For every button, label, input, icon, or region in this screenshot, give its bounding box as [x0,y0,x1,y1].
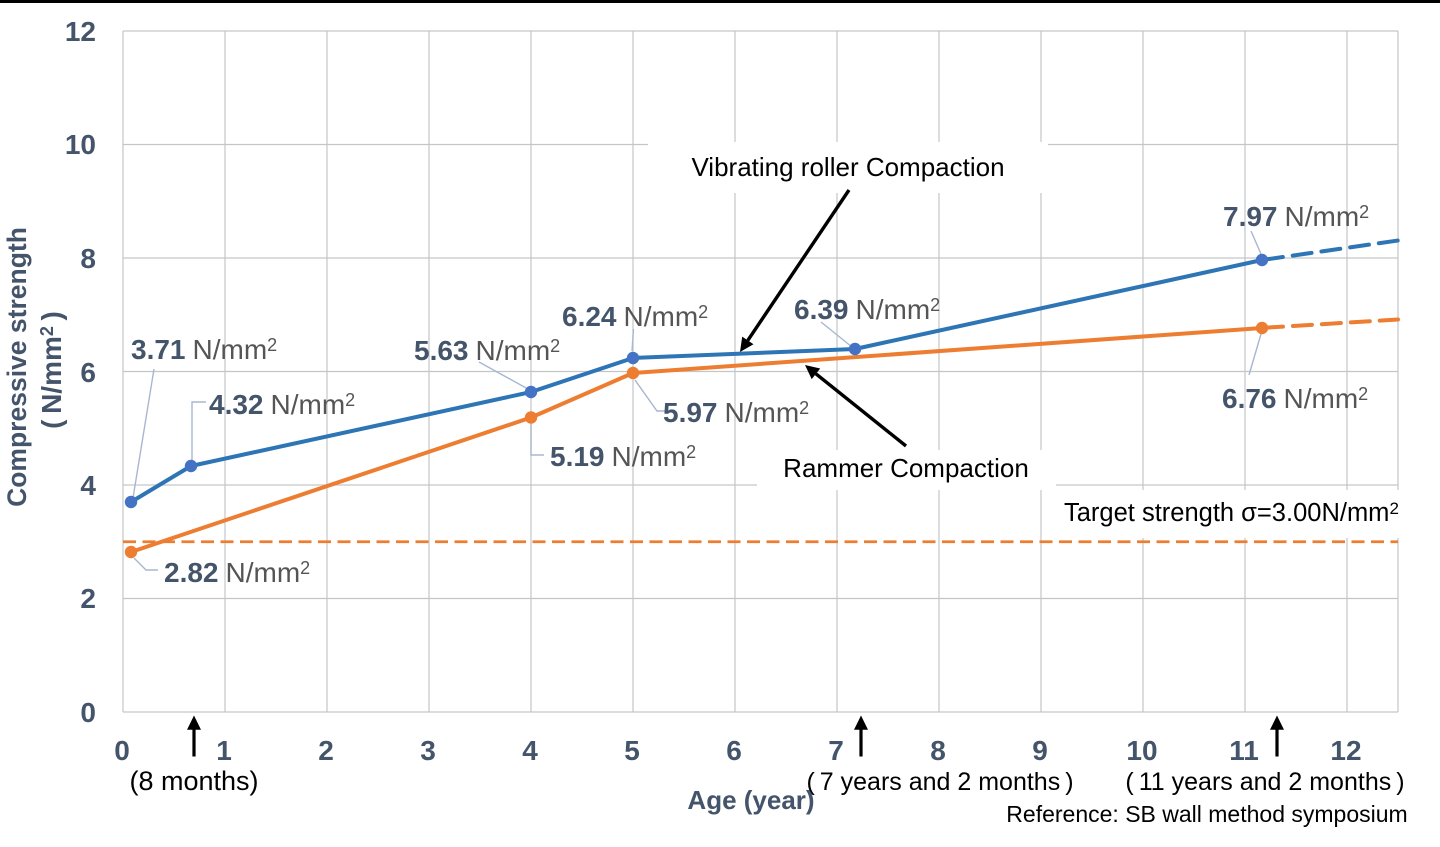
svg-text:6.24N/mm2: 6.24 N/mm2 [562,301,708,332]
svg-text:6: 6 [80,357,96,388]
svg-text:( 7 years and 2 months ): ( 7 years and 2 months ) [806,768,1073,796]
svg-text:2.82N/mm2: 2.82 N/mm2 [164,557,310,588]
svg-text:Reference: SB wall method symp: Reference: SB wall method symposium [1006,801,1407,827]
svg-text:5.19N/mm2: 5.19 N/mm2 [550,441,696,472]
svg-text:4.32N/mm2: 4.32 N/mm2 [209,389,355,420]
svg-text:10: 10 [1126,735,1157,766]
svg-text:2: 2 [80,583,96,614]
svg-text:Vibrating roller Compaction: Vibrating roller Compaction [691,152,1004,182]
svg-text:1: 1 [216,735,232,766]
svg-text:( 11 years and 2 months ): ( 11 years and 2 months ) [1125,768,1404,796]
svg-text:12: 12 [65,16,96,47]
svg-text:5: 5 [624,735,640,766]
svg-text:Target strength σ=3.00N/mm2: Target strength σ=3.00N/mm2 [1064,499,1399,527]
svg-text:6.76N/mm2: 6.76 N/mm2 [1222,383,1368,414]
svg-text:8: 8 [930,735,946,766]
svg-text:3: 3 [420,735,436,766]
svg-text:(8 months): (8 months) [129,766,258,796]
svg-text:0: 0 [114,735,130,766]
svg-text:7.97N/mm2: 7.97 N/mm2 [1223,201,1369,232]
svg-text:5.63N/mm2: 5.63 N/mm2 [414,335,560,366]
svg-text:7: 7 [828,735,844,766]
svg-text:4: 4 [522,735,538,766]
svg-text:10: 10 [65,129,96,160]
svg-text:5.97N/mm2: 5.97 N/mm2 [663,397,809,428]
svg-text:2: 2 [318,735,334,766]
svg-text:3.71N/mm2: 3.71 N/mm2 [131,334,277,365]
svg-text:6.39N/mm2: 6.39 N/mm2 [794,294,940,325]
svg-text:12: 12 [1330,735,1361,766]
svg-text:Age (year): Age (year) [687,785,814,815]
svg-text:11: 11 [1229,735,1259,766]
svg-text:4: 4 [80,470,96,501]
svg-text:Compressive strength: Compressive strength [2,227,32,507]
svg-text:Rammer Compaction: Rammer Compaction [783,453,1029,483]
svg-text:0: 0 [80,697,96,728]
svg-text:9: 9 [1032,735,1048,766]
svg-text:6: 6 [726,735,742,766]
svg-text:8: 8 [80,243,96,274]
